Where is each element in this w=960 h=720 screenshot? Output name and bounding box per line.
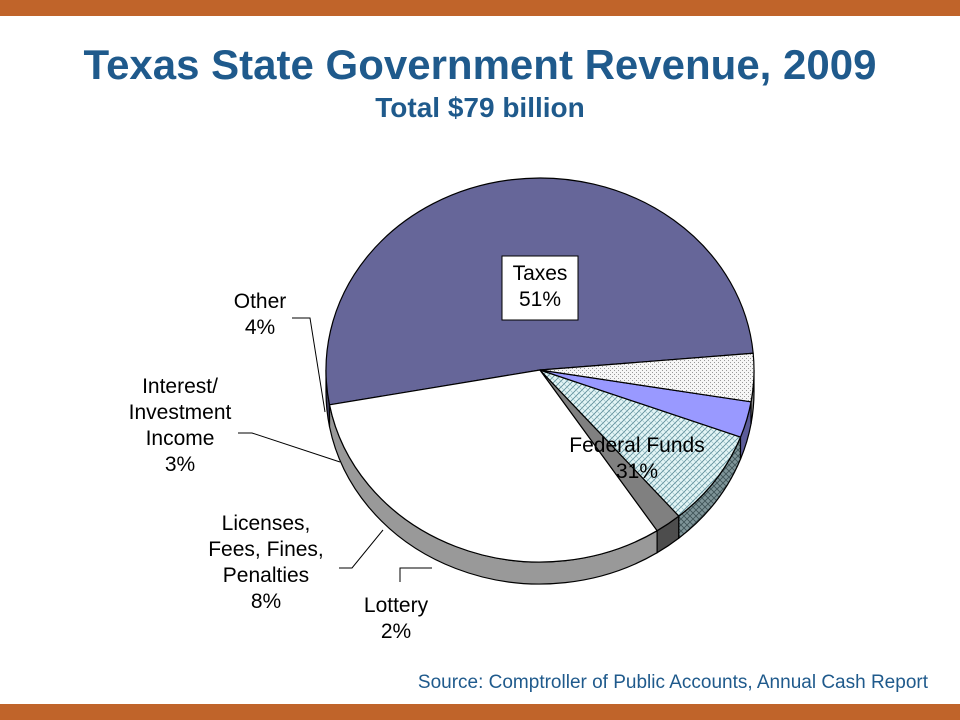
label-box-taxes [501,255,579,321]
pie-slice-licenses-fees-fines-penalties [539,369,742,517]
bottom-accent-bar [0,704,960,720]
leader-lines [238,317,432,582]
label-lottery: Lottery 2% [364,594,429,643]
pie-slice-other [539,352,755,403]
label-licenses-fees-fines-penalties: Licenses, Fees, Fines, Penalties 8% [208,512,324,613]
leader-other [292,317,326,413]
label-text-interest-investment-income: Interest/Investment Income 3% [129,375,232,476]
pie-slices [325,177,755,563]
leader-lottery [399,567,432,582]
label-text-federal-funds: Federal Funds 31% [569,434,704,483]
slice-labels: Taxes 51% Federal Funds 31% Lottery 2% License… [129,255,705,643]
source-note: Source: Comptroller of Public Accounts, … [417,672,928,693]
leader-interest [238,432,341,463]
chart-title: Texas State Government Revenue, 2009 [83,41,877,88]
label-text-taxes: Taxes 51% [513,262,568,311]
label-text-lottery: Lottery 2% [364,594,429,643]
label-federal-funds: Federal Funds 31% [569,434,704,483]
label-text-licenses-fees-fines-penalties: Licenses, Fees, Fines, Penalties 8% [208,512,324,613]
leader-licenses [339,529,384,569]
label-other: Other 4% [234,290,287,339]
pie-slice-federal-funds [328,369,658,563]
label-interest-investment-income: Interest/Investment Income 3% [129,375,232,476]
label-taxes: Taxes 51% [501,255,579,321]
label-text-other: Other 4% [234,290,287,339]
chart-subtitle: Total $79 billion [375,92,585,123]
top-accent-bar [0,0,960,16]
